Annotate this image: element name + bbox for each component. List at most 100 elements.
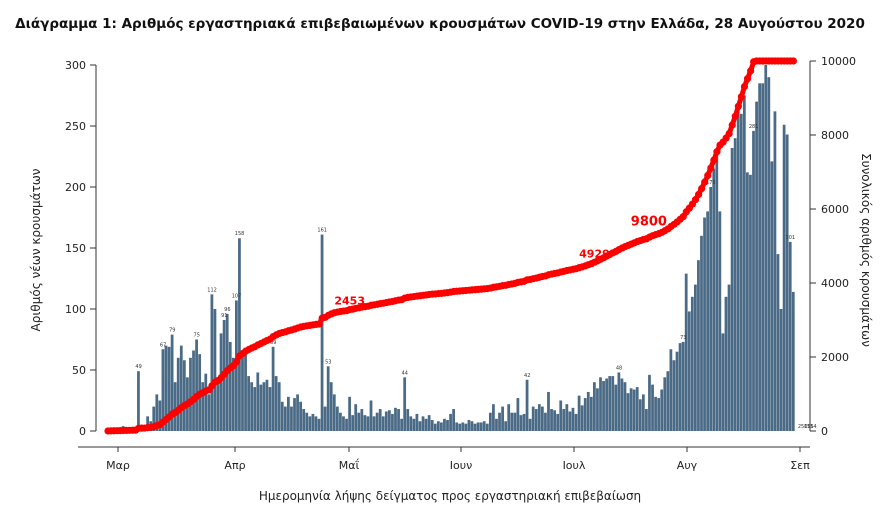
bar <box>574 413 578 431</box>
bar <box>357 412 361 431</box>
bar <box>329 382 333 431</box>
cumulative-point <box>232 358 241 366</box>
x-tick-label: Σεπ <box>790 459 810 472</box>
bar <box>473 423 477 431</box>
bar <box>443 418 446 431</box>
bar <box>510 412 514 431</box>
chart-title: Διάγραμμα 1: Αριθμός εργαστηριακά επιβεβ… <box>15 16 865 32</box>
cumulative-point <box>691 196 700 204</box>
bar <box>280 401 284 431</box>
bar <box>146 416 150 431</box>
bar <box>440 422 443 431</box>
bar <box>403 377 407 431</box>
bar <box>761 83 765 432</box>
bar <box>418 421 422 431</box>
bar <box>335 406 339 431</box>
bar <box>161 349 165 431</box>
bar <box>348 396 351 431</box>
bar <box>430 420 434 431</box>
bar <box>540 406 544 431</box>
bar-value-label: 158 <box>235 231 245 237</box>
bar <box>764 65 768 431</box>
bar <box>779 309 783 431</box>
bar <box>730 147 734 431</box>
bar <box>287 396 290 431</box>
bar <box>433 423 437 431</box>
bar <box>378 409 382 431</box>
bar <box>231 357 235 431</box>
bar <box>476 422 480 431</box>
y-tick-label: 200 <box>65 181 86 194</box>
bar <box>446 420 449 431</box>
bar <box>534 409 538 431</box>
bar <box>482 421 486 431</box>
bar <box>299 401 303 431</box>
bar-value-label: 301 <box>786 235 796 241</box>
bar <box>602 380 605 431</box>
bar <box>675 351 679 431</box>
bar-value-label: 53 <box>325 359 331 365</box>
bar <box>152 406 156 431</box>
bar <box>311 413 315 431</box>
cumulative-point <box>737 93 746 101</box>
bar <box>366 416 370 431</box>
bar <box>599 377 602 431</box>
bar <box>586 391 590 431</box>
bar <box>562 409 566 431</box>
bar <box>742 95 746 431</box>
bar <box>195 339 198 431</box>
y2-tick-label: 8000 <box>821 129 849 142</box>
bar-value-label: 67 <box>160 342 166 348</box>
cumulative-point <box>315 320 323 328</box>
bar <box>681 341 685 431</box>
bar <box>773 111 777 432</box>
bar <box>189 357 192 431</box>
bar <box>394 407 397 431</box>
cumulative-point <box>704 171 712 180</box>
bar <box>669 349 673 431</box>
cumulative-point <box>713 148 721 156</box>
bar <box>635 387 639 431</box>
annotations: 2453 4929 9800 <box>334 215 667 308</box>
bar <box>583 398 587 431</box>
bar <box>752 130 755 431</box>
bar <box>238 238 241 431</box>
bar <box>204 373 208 431</box>
y-tick-label: 250 <box>65 120 86 133</box>
bar <box>654 396 657 431</box>
bar-value-label: 79 <box>169 328 175 334</box>
bar <box>351 415 355 431</box>
y2-tick-label: 6000 <box>821 203 849 216</box>
bar <box>626 393 630 431</box>
bar <box>666 371 670 431</box>
bar <box>173 382 177 431</box>
bar <box>277 382 281 431</box>
bar <box>283 406 287 431</box>
bar-value-label: 42 <box>524 373 530 379</box>
bar <box>657 398 661 431</box>
bar <box>589 396 593 431</box>
bar <box>213 309 217 431</box>
bar <box>593 382 596 431</box>
bar <box>718 211 722 431</box>
bar <box>369 400 373 431</box>
cumulative-point <box>740 82 749 91</box>
bar <box>464 423 468 431</box>
bar <box>391 413 394 431</box>
bar <box>608 376 612 431</box>
bar <box>519 415 523 431</box>
bar-value-label: 114 <box>807 424 817 430</box>
bar <box>697 260 700 431</box>
bar <box>158 400 162 431</box>
cumulative-point <box>789 57 798 65</box>
bar <box>565 404 569 431</box>
bar <box>712 168 716 431</box>
bar-value-label: 175 <box>706 180 716 186</box>
bar <box>547 391 550 431</box>
bar <box>265 379 269 431</box>
bar <box>684 273 688 431</box>
bar <box>317 418 321 431</box>
bar <box>250 382 254 431</box>
bar <box>182 360 186 431</box>
